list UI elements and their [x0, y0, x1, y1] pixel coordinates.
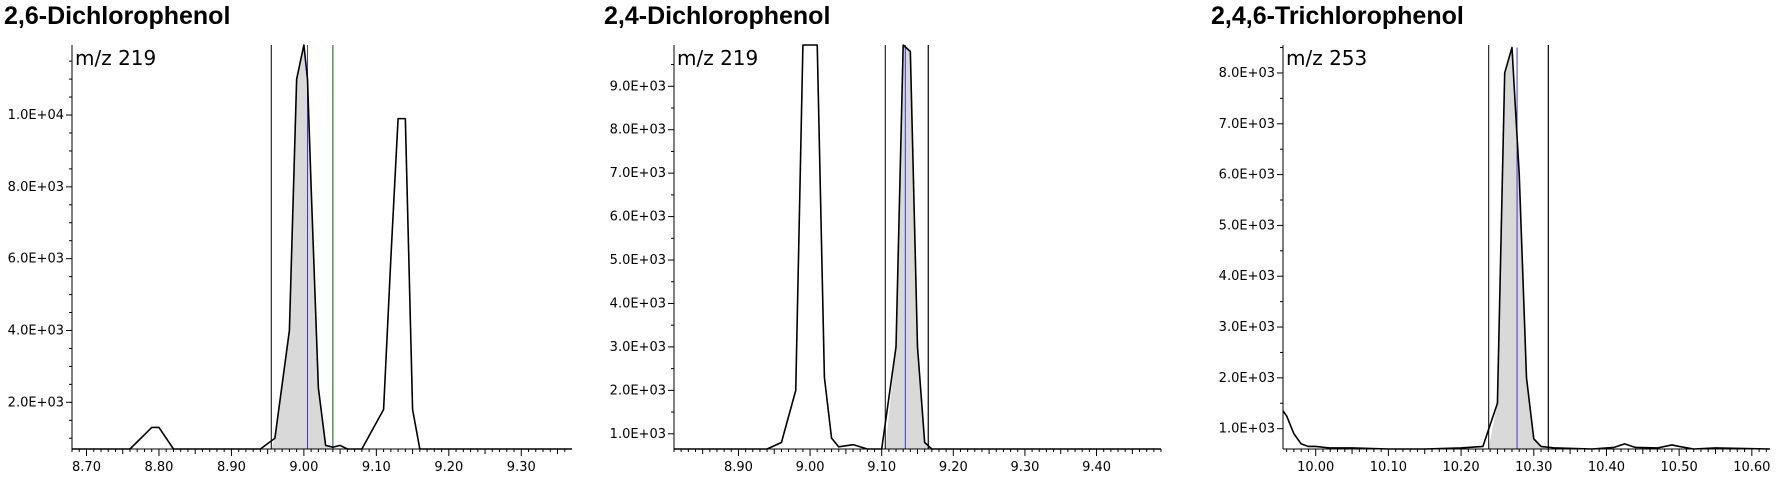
- y-tick-label: 9.0E+03: [610, 79, 666, 94]
- y-tick-label: 3.0E+03: [1219, 320, 1275, 335]
- x-tick-label: 9.10: [362, 460, 391, 475]
- chromatogram-plot: 2.0E+03 4.0E+03 6.0E+03 8.0E+03 1.0E+04 8.70 8…: [8, 44, 572, 475]
- x-tick-label: 10.30: [1515, 460, 1552, 475]
- mz-annotation: m/z 219: [677, 46, 759, 70]
- y-tick-label: 8.0E+03: [610, 123, 666, 138]
- x-tick-label: 10.40: [1588, 460, 1625, 475]
- x-tick-label: 8.70: [72, 460, 101, 475]
- x-tick-label: 9.00: [289, 460, 318, 475]
- chart-title: 2,6-Dichlorophenol: [4, 2, 231, 30]
- chart-title: 2,4-Dichlorophenol: [604, 2, 831, 30]
- x-tick-label: 10.60: [1733, 460, 1770, 475]
- x-tick-label: 9.30: [1010, 460, 1039, 475]
- y-tick-label: 6.0E+03: [610, 210, 666, 225]
- x-tick-label: 9.30: [507, 460, 536, 475]
- y-tick-label: 2.0E+03: [1219, 371, 1275, 386]
- y-tick-label: 2.0E+03: [610, 383, 666, 398]
- y-tick-label: 1.0E+03: [610, 427, 666, 442]
- x-tick-label: 8.80: [144, 460, 173, 475]
- y-tick-label: 5.0E+03: [1219, 218, 1275, 233]
- x-tick-label: 9.40: [1082, 460, 1111, 475]
- x-tick-label: 10.00: [1297, 460, 1334, 475]
- x-tick-label: 9.00: [796, 460, 825, 475]
- y-tick-label: 2.0E+03: [8, 395, 64, 410]
- integrated-peak-area: [271, 45, 333, 449]
- integrated-peak-area: [885, 45, 929, 449]
- x-tick-label: 8.90: [724, 460, 753, 475]
- chromatogram-trace: [72, 44, 572, 450]
- chromatogram-panel-3: 2,4,6-Trichlorophenol 1.0E+03 2.0E+03 3.0E…: [1207, 0, 1777, 481]
- x-tick-label: 10.10: [1370, 460, 1407, 475]
- y-tick-label: 6.0E+03: [1219, 168, 1275, 183]
- y-tick-label: 7.0E+03: [610, 166, 666, 181]
- x-tick-label: 9.10: [867, 460, 896, 475]
- chromatogram-plot: 1.0E+03 2.0E+03 3.0E+03 4.0E+03 5.0E+03 6.0E+…: [1219, 45, 1771, 475]
- chromatogram-trace: [674, 44, 1161, 450]
- y-tick-label: 8.0E+03: [8, 180, 64, 195]
- y-tick-label: 8.0E+03: [1219, 66, 1275, 81]
- y-tick-label: 3.0E+03: [610, 340, 666, 355]
- chromatogram-plot: 1.0E+03 2.0E+03 3.0E+03 4.0E+03 5.0E+03 6.0E+…: [610, 44, 1162, 475]
- y-tick-label: 6.0E+03: [8, 252, 64, 267]
- y-tick-label: 4.0E+03: [1219, 269, 1275, 284]
- x-tick-label: 9.20: [434, 460, 463, 475]
- x-tick-label: 10.20: [1442, 460, 1479, 475]
- mz-annotation: m/z 253: [1286, 46, 1368, 70]
- y-tick-label: 7.0E+03: [1219, 117, 1275, 132]
- y-tick-label: 1.0E+04: [8, 108, 64, 123]
- x-tick-label: 9.20: [939, 460, 968, 475]
- y-tick-label: 4.0E+03: [8, 323, 64, 338]
- x-tick-label: 8.90: [217, 460, 246, 475]
- chromatogram-panel-2: 2,4-Dichlorophenol 1.0E+03 2.0E+03 3.0E+03…: [600, 0, 1162, 481]
- mz-annotation: m/z 219: [75, 46, 157, 70]
- y-tick-label: 4.0E+03: [610, 296, 666, 311]
- y-tick-label: 1.0E+03: [1219, 422, 1275, 437]
- y-tick-label: 5.0E+03: [610, 253, 666, 268]
- x-tick-label: 10.50: [1661, 460, 1698, 475]
- chromatogram-trace: [1282, 46, 1771, 450]
- chart-title: 2,4,6-Trichlorophenol: [1211, 2, 1464, 30]
- chromatogram-panel-1: 2,6-Dichlorophenol 2.0E+03 4.0E+03 6.0E+03…: [0, 0, 590, 481]
